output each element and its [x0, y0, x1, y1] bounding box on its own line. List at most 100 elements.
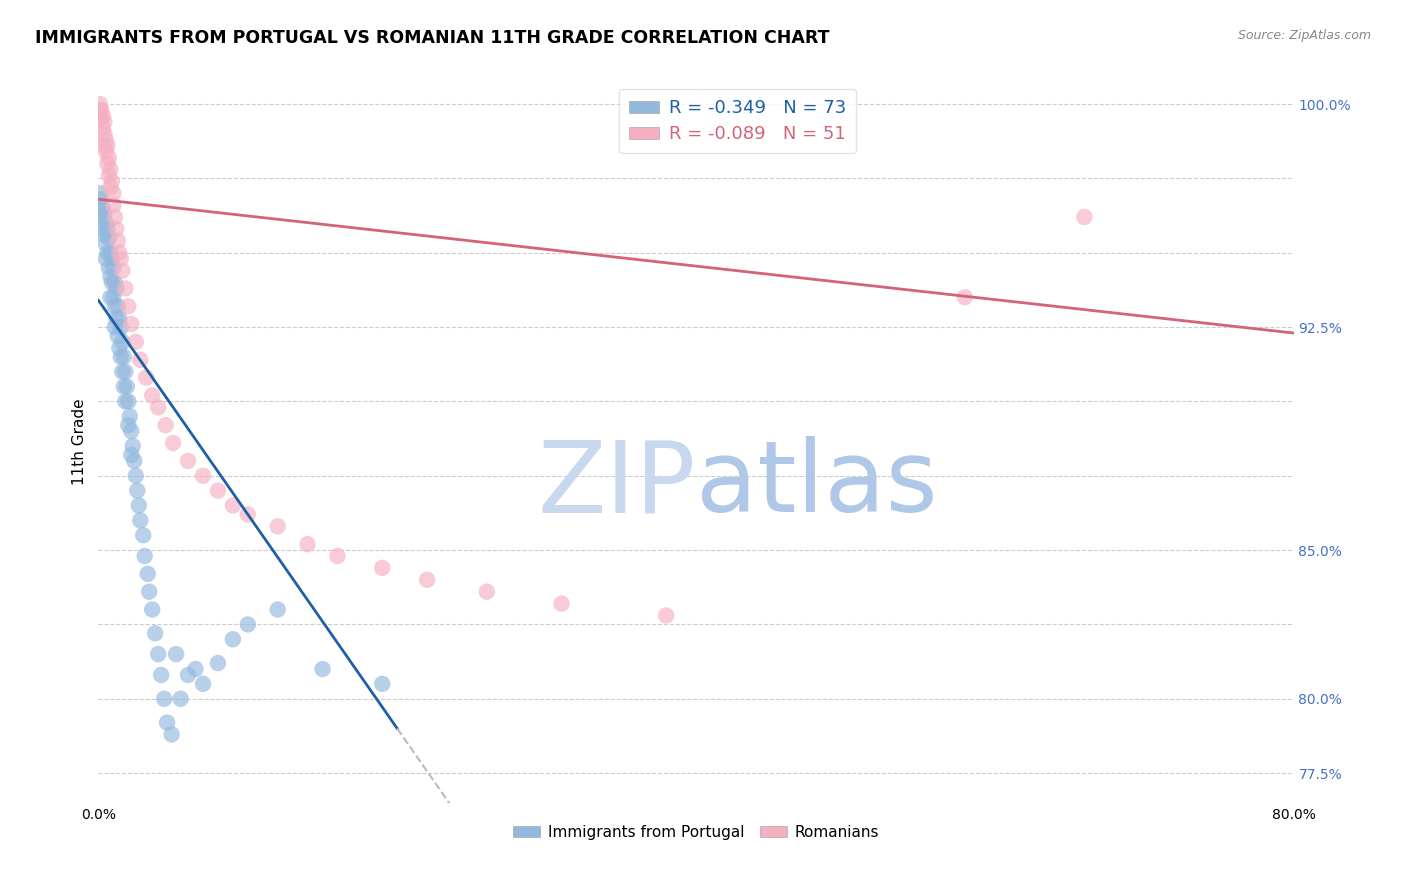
Point [114, 365, 136, 379]
Point [90, 112, 112, 126]
Point [134, 549, 156, 563]
Point [136, 566, 159, 581]
Point [177, 668, 200, 682]
Point [103, 186, 125, 201]
Point [96, 222, 118, 236]
Point [91, 222, 114, 236]
Point [117, 299, 139, 313]
Point [103, 198, 125, 212]
Point [97, 260, 120, 275]
Point [118, 409, 141, 424]
Point [114, 394, 136, 409]
Point [141, 602, 163, 616]
Point [93, 127, 115, 141]
Point [90, 192, 112, 206]
Point [267, 602, 290, 616]
Point [97, 169, 120, 183]
Point [89, 186, 111, 201]
Point [191, 677, 214, 691]
Point [112, 379, 135, 393]
Point [111, 365, 134, 379]
Point [222, 632, 245, 647]
Point [90, 210, 112, 224]
Point [550, 597, 572, 611]
Point [117, 418, 139, 433]
Point [96, 156, 118, 170]
Text: atlas: atlas [696, 436, 938, 533]
Point [96, 138, 118, 153]
Point [953, 290, 976, 304]
Point [207, 483, 229, 498]
Point [105, 222, 128, 236]
Point [125, 468, 148, 483]
Point [107, 299, 129, 313]
Point [90, 103, 112, 117]
Point [120, 317, 142, 331]
Point [153, 691, 176, 706]
Point [98, 180, 122, 194]
Point [117, 394, 139, 409]
Point [101, 174, 124, 188]
Point [148, 647, 170, 661]
Text: ZIP: ZIP [537, 436, 696, 533]
Point [104, 276, 127, 290]
Point [93, 207, 115, 221]
Point [160, 727, 183, 741]
Point [129, 513, 152, 527]
Point [108, 311, 131, 326]
Point [141, 388, 163, 402]
Point [94, 145, 117, 159]
Point [311, 662, 333, 676]
Point [94, 236, 117, 251]
Point [129, 352, 152, 367]
Point [121, 439, 143, 453]
Point [127, 483, 149, 498]
Point [91, 201, 114, 215]
Point [128, 499, 150, 513]
Text: IMMIGRANTS FROM PORTUGAL VS ROMANIAN 11TH GRADE CORRELATION CHART: IMMIGRANTS FROM PORTUGAL VS ROMANIAN 11T… [35, 29, 830, 47]
Point [120, 448, 142, 462]
Point [101, 276, 124, 290]
Point [371, 677, 394, 691]
Point [111, 334, 134, 349]
Point [124, 454, 146, 468]
Point [120, 424, 142, 438]
Point [89, 97, 111, 112]
Point [125, 334, 148, 349]
Point [135, 370, 157, 384]
Point [191, 468, 214, 483]
Point [655, 608, 678, 623]
Point [326, 549, 349, 563]
Point [108, 341, 131, 355]
Point [475, 584, 498, 599]
Point [1073, 210, 1095, 224]
Point [103, 290, 125, 304]
Point [297, 537, 319, 551]
Point [138, 584, 160, 599]
Point [165, 647, 187, 661]
Point [107, 234, 129, 248]
Point [97, 231, 120, 245]
Point [148, 401, 170, 415]
Point [177, 454, 200, 468]
Point [267, 519, 290, 533]
Point [222, 499, 245, 513]
Point [132, 528, 155, 542]
Point [91, 120, 114, 135]
Point [98, 269, 122, 284]
Point [89, 201, 111, 215]
Point [155, 418, 177, 433]
Point [104, 320, 127, 334]
Point [105, 281, 128, 295]
Point [371, 561, 394, 575]
Point [105, 311, 128, 326]
Point [101, 252, 124, 266]
Point [162, 436, 184, 450]
Point [115, 379, 138, 393]
Point [93, 227, 115, 242]
Point [236, 508, 259, 522]
Point [207, 656, 229, 670]
Y-axis label: 11th Grade: 11th Grade [72, 398, 87, 485]
Point [110, 252, 132, 266]
Point [143, 626, 166, 640]
